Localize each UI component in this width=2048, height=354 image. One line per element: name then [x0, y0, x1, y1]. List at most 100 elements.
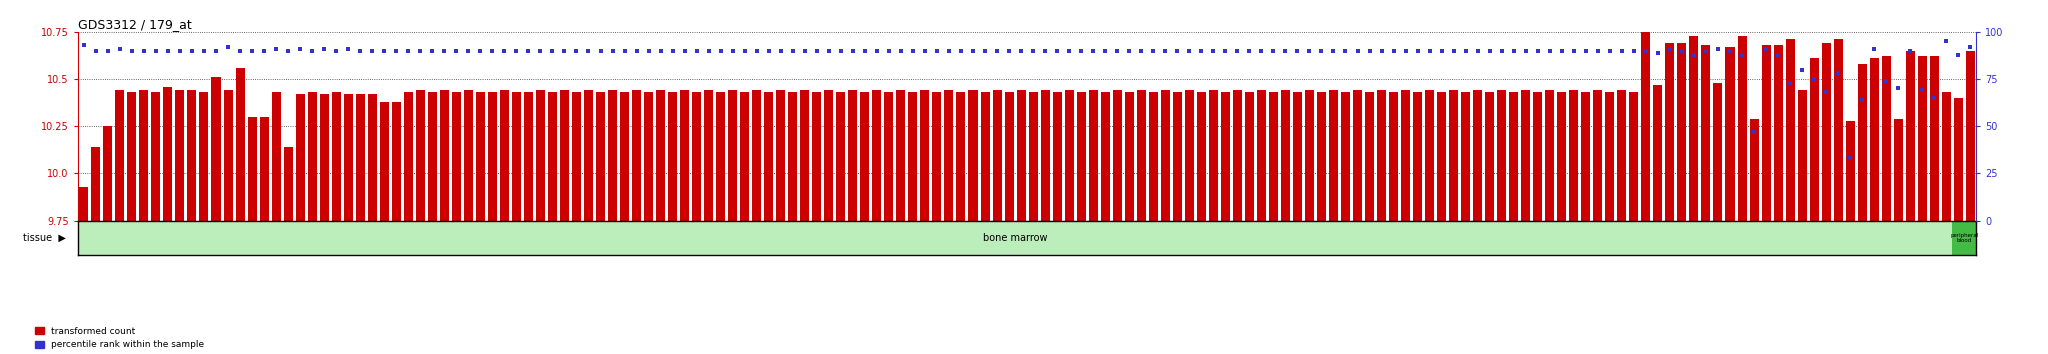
Bar — [1929, 56, 1939, 221]
Point — [1774, 80, 1806, 86]
Point — [1077, 48, 1110, 53]
Text: GDS3312 / 179_at: GDS3312 / 179_at — [78, 18, 193, 31]
Point — [872, 48, 905, 53]
Bar — [332, 92, 340, 221]
Bar — [969, 90, 977, 221]
Bar — [440, 90, 449, 221]
Bar — [1810, 58, 1819, 221]
Point — [1546, 48, 1579, 53]
Bar — [705, 90, 713, 221]
Point — [596, 48, 629, 53]
Bar — [223, 90, 233, 221]
Bar — [272, 92, 281, 221]
Point — [295, 48, 328, 53]
Point — [571, 48, 604, 53]
Point — [1221, 48, 1253, 53]
Bar — [752, 90, 762, 221]
Bar — [1485, 92, 1495, 221]
Bar — [1556, 92, 1567, 221]
Bar — [680, 90, 688, 221]
Point — [1401, 48, 1434, 53]
Point — [1090, 48, 1122, 53]
Point — [764, 48, 797, 53]
Point — [1438, 48, 1470, 53]
Bar — [584, 90, 594, 221]
Point — [537, 48, 569, 53]
Bar — [1546, 90, 1554, 221]
Bar — [176, 90, 184, 221]
Bar — [369, 94, 377, 221]
Bar — [621, 92, 629, 221]
Point — [1870, 78, 1903, 84]
Bar — [1341, 92, 1350, 221]
Point — [1630, 48, 1663, 53]
Bar — [1196, 92, 1206, 221]
Point — [752, 48, 784, 53]
Bar — [1270, 92, 1278, 221]
Bar — [487, 92, 498, 221]
Bar — [1460, 92, 1470, 221]
Point — [1040, 48, 1073, 53]
Bar — [1413, 92, 1421, 221]
Point — [668, 48, 700, 53]
Point — [1425, 48, 1458, 53]
Point — [512, 48, 545, 53]
Bar — [199, 92, 209, 221]
Point — [1569, 48, 1602, 53]
Bar — [1690, 36, 1698, 221]
Bar — [1354, 90, 1362, 221]
Bar — [1952, 221, 1976, 255]
Bar — [1065, 90, 1073, 221]
Bar — [1077, 92, 1085, 221]
Point — [1473, 48, 1505, 53]
Point — [1354, 48, 1386, 53]
Bar — [1726, 47, 1735, 221]
Bar — [1245, 92, 1253, 221]
Point — [440, 48, 473, 53]
Point — [80, 48, 113, 53]
Point — [1149, 48, 1182, 53]
Point — [1065, 48, 1098, 53]
Point — [1376, 48, 1409, 53]
Bar — [537, 90, 545, 221]
Point — [692, 48, 725, 53]
Bar — [248, 117, 256, 221]
Bar — [655, 90, 666, 221]
Bar — [717, 92, 725, 221]
Point — [1882, 86, 1915, 91]
Bar — [776, 90, 784, 221]
Bar — [1233, 90, 1241, 221]
Bar — [1581, 92, 1591, 221]
Text: bone marrow: bone marrow — [983, 233, 1047, 243]
Point — [584, 48, 616, 53]
Point — [248, 48, 281, 53]
Point — [1593, 48, 1626, 53]
Bar — [1292, 92, 1303, 221]
Bar — [885, 92, 893, 221]
Bar — [956, 92, 965, 221]
Bar — [1257, 90, 1266, 221]
Point — [199, 48, 231, 53]
Point — [1028, 48, 1061, 53]
Point — [391, 48, 424, 53]
Point — [729, 48, 762, 53]
Point — [1534, 48, 1567, 53]
Bar — [1821, 43, 1831, 221]
Point — [1690, 48, 1722, 53]
Bar — [1640, 32, 1651, 221]
Point — [1954, 44, 1987, 50]
Point — [139, 48, 172, 53]
Point — [319, 48, 352, 53]
Point — [1737, 129, 1769, 135]
Point — [453, 48, 485, 53]
Bar — [344, 94, 352, 221]
Bar — [1677, 43, 1686, 221]
Point — [104, 46, 137, 52]
Point — [680, 48, 713, 53]
Bar — [1090, 90, 1098, 221]
Point — [307, 46, 340, 52]
Point — [176, 48, 209, 53]
Bar — [764, 92, 774, 221]
Bar — [1509, 92, 1518, 221]
Point — [1233, 48, 1266, 53]
